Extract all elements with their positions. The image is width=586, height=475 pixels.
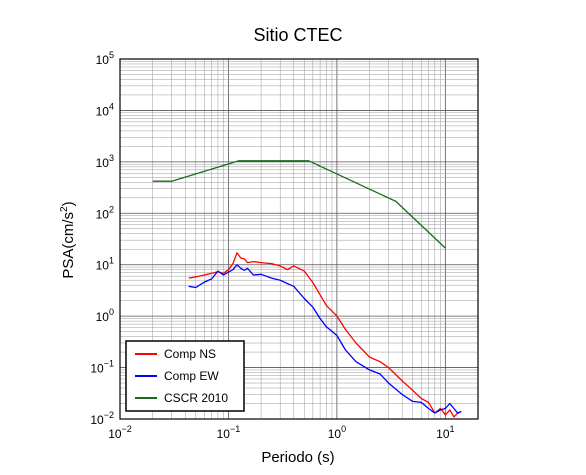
x-tick-label: 10−1: [217, 424, 241, 441]
x-tick-label: 10−2: [108, 424, 132, 441]
x-tick-label: 100: [328, 424, 346, 441]
y-axis-label: PSA(cm/s2): [59, 201, 77, 278]
x-tick-label: 101: [436, 424, 454, 441]
y-axis-label-text: PSA(cm/s: [60, 212, 77, 279]
series-line-cscr-2010: [152, 160, 446, 249]
y-axis-label-superscript: 2: [59, 206, 70, 212]
series-line-comp-ns: [188, 252, 462, 418]
y-tick-label: 103: [96, 153, 114, 170]
y-tick-label: 105: [96, 50, 114, 67]
legend-label-cscr-2010: CSCR 2010: [164, 391, 228, 405]
y-tick-label: 10−2: [90, 410, 114, 427]
grid: [119, 58, 479, 420]
y-tick-label: 100: [96, 307, 114, 324]
x-axis-label: Periodo (s): [261, 449, 334, 466]
y-axis-label-close: ): [60, 201, 77, 206]
y-tick-label: 104: [96, 101, 114, 118]
legend: Comp NS Comp EW CSCR 2010: [125, 340, 245, 412]
y-tick-label: 101: [96, 256, 114, 273]
y-tick-labels: 10−2 10−1 100 101 102 103 104 105: [90, 50, 114, 427]
series-group: [152, 160, 462, 418]
chart-title: Sitio CTEC: [253, 25, 342, 45]
x-tick-labels: 10−2 10−1 100 101: [108, 424, 454, 441]
y-tick-label: 102: [96, 204, 114, 221]
series-line-comp-ew: [188, 264, 462, 414]
legend-label-comp-ew: Comp EW: [164, 369, 219, 383]
legend-label-comp-ns: Comp NS: [164, 347, 216, 361]
y-tick-label: 10−1: [90, 359, 114, 376]
plot-frame: [119, 58, 479, 420]
